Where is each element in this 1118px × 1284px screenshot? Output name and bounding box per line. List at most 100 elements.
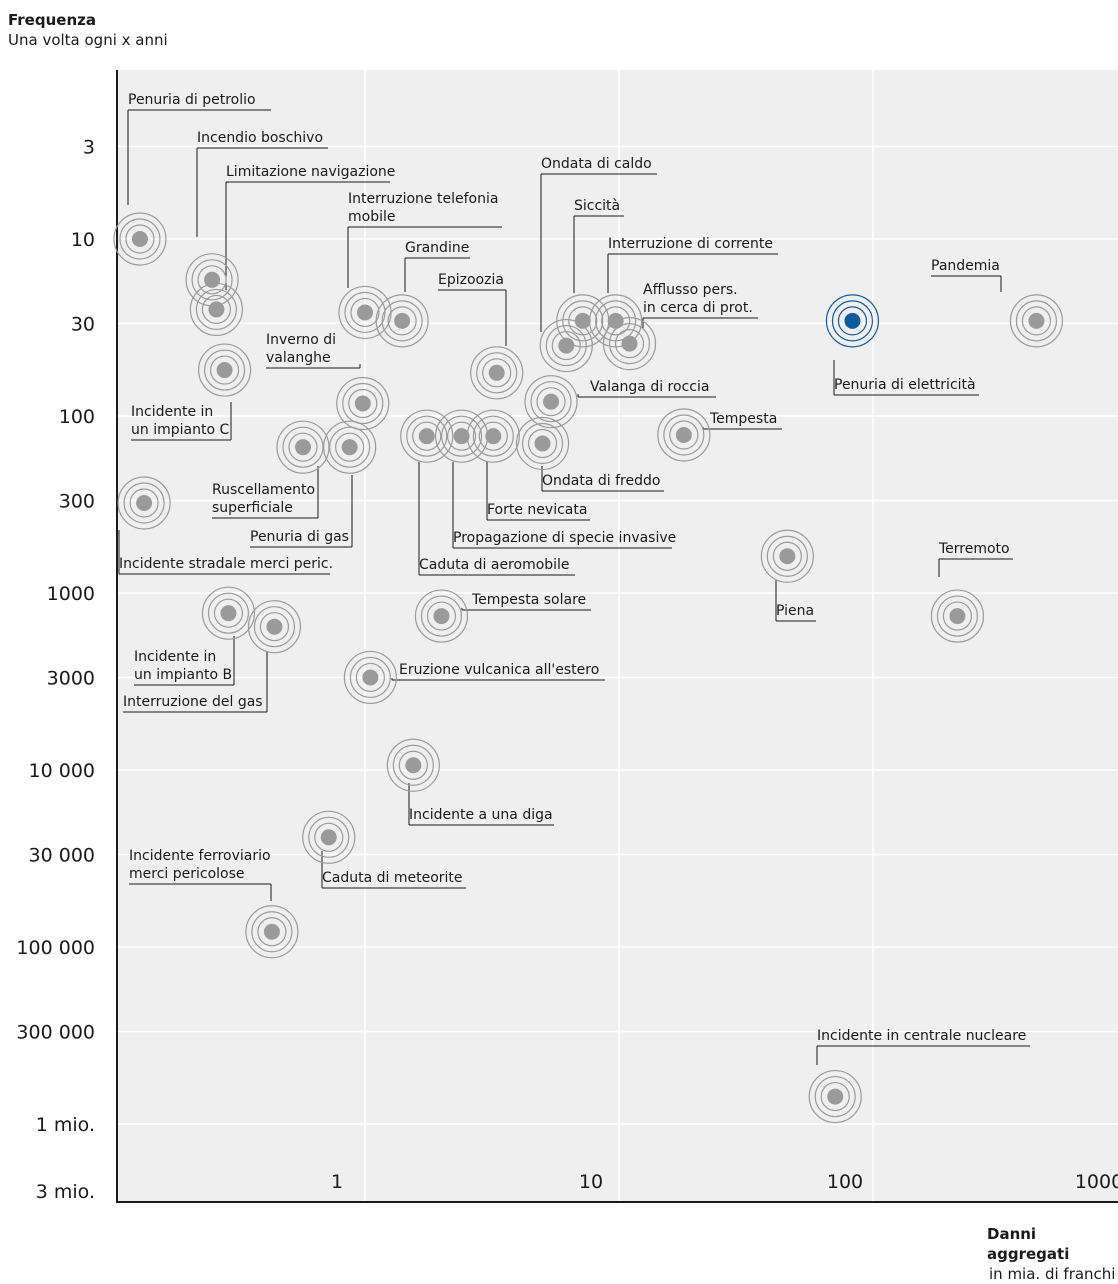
point-label: Tempesta [709, 411, 777, 427]
point-dot [208, 301, 225, 318]
y-tick-label: 1 mio. [36, 1114, 95, 1136]
point-ring [515, 416, 570, 471]
point-ring [336, 376, 390, 431]
point-ring [251, 911, 293, 953]
point-dot [485, 428, 502, 445]
point-dot [320, 829, 337, 846]
point-label: Incidente in [134, 649, 216, 665]
point-ring [276, 420, 330, 474]
callouts: Penuria di petrolio Incendio boschivo Limi… [118, 92, 1030, 1065]
point-ring [521, 422, 564, 465]
point-ring [245, 905, 299, 959]
point-ring [400, 409, 454, 463]
callout: Incendio boschivo [196, 130, 328, 237]
callout: Caduta di aeromobile [418, 462, 575, 576]
data-point [276, 420, 330, 474]
data-point [524, 375, 578, 429]
callout: Ondata di freddo [541, 466, 664, 492]
point-ring [197, 265, 227, 295]
point-dot [418, 428, 435, 445]
point-ring [329, 426, 371, 468]
point-ring [213, 598, 244, 628]
x-tick-label: 1000 [1075, 1171, 1118, 1193]
point-label: Incidente in [131, 404, 213, 420]
point-ring [766, 535, 808, 577]
data-point [470, 346, 524, 400]
point-label: in cerca di prot. [643, 300, 753, 316]
point-dot [574, 312, 591, 329]
point-dot [949, 608, 966, 625]
point-ring [282, 426, 324, 468]
point-ring [209, 355, 240, 385]
point-dot [621, 335, 638, 352]
data-point [602, 317, 657, 371]
data-point [189, 282, 244, 337]
point-ring [1021, 306, 1052, 336]
point-ring [113, 212, 167, 266]
point-ring [414, 589, 469, 643]
point-ring [349, 656, 391, 699]
callout: Pandemia [931, 258, 1002, 292]
point-ring [323, 420, 377, 474]
point-label: Ondata di freddo [542, 473, 660, 489]
data-point [302, 810, 356, 864]
point-ring [446, 421, 477, 451]
x-tick-label: 100 [827, 1171, 863, 1193]
point-label: Incidente stradale merci peric. [119, 556, 333, 572]
callout: Propagazione di specie invasive [452, 462, 676, 549]
point-ring [302, 810, 356, 864]
point-label: Siccità [574, 198, 620, 214]
point-ring [831, 300, 874, 342]
point-ring [1015, 300, 1058, 342]
point-ring [466, 409, 520, 463]
point-dot [357, 304, 373, 321]
point-label: Caduta di meteorite [322, 870, 463, 886]
point-ring [601, 306, 631, 336]
point-dot [433, 608, 450, 625]
point-ring [536, 387, 566, 417]
point-ring [355, 662, 385, 693]
point-ring [123, 482, 165, 524]
tick-labels: 3 10 30 100 300 1000 3000 10 000 30 000 100 000 30… [16, 136, 1118, 1203]
point-ring [253, 606, 296, 648]
callout: Penuria di petrolio [127, 92, 271, 205]
y-axis-title-block: Frequenza Una volta ogni x anni [8, 10, 168, 50]
y-tick-label: 10 [71, 229, 95, 251]
data-point [247, 600, 302, 654]
point-dot [1028, 312, 1045, 329]
point-ring [602, 317, 657, 371]
point-ring [119, 218, 161, 260]
callout: Eruzione vulcanica all'estero [391, 662, 605, 681]
y-tick-label: 100 000 [16, 937, 95, 959]
point-ring [191, 259, 233, 301]
point-ring [348, 388, 378, 419]
point-ring [669, 420, 699, 450]
data-point [336, 376, 390, 431]
data-point [414, 589, 469, 643]
data-point [466, 409, 520, 463]
point-ring [530, 381, 572, 423]
point-label: Ondata di caldo [541, 156, 652, 172]
point-ring [257, 917, 287, 947]
point-ring [825, 294, 880, 348]
data-point [386, 738, 440, 792]
point-ring [125, 224, 155, 254]
point-label: merci pericolose [129, 866, 245, 882]
point-dot [354, 395, 371, 412]
point-dot [341, 439, 358, 456]
data-point [657, 408, 711, 462]
point-ring [562, 300, 604, 342]
point-ring [314, 822, 344, 852]
callout: Interruzione di corrente [607, 236, 778, 293]
point-ring [308, 816, 350, 858]
point-dot [263, 923, 280, 940]
y-tick-label: 30 000 [29, 844, 95, 866]
callout: Incidente stradale merci peric. [118, 530, 333, 575]
point-ring [478, 421, 508, 451]
y-tick-label: 3 [83, 136, 95, 158]
point-label: Afflusso pers. [643, 282, 738, 298]
callout: Piena [775, 580, 816, 622]
point-ring [820, 1081, 850, 1112]
y-tick-label: 100 [59, 406, 95, 428]
data-point [760, 529, 814, 583]
